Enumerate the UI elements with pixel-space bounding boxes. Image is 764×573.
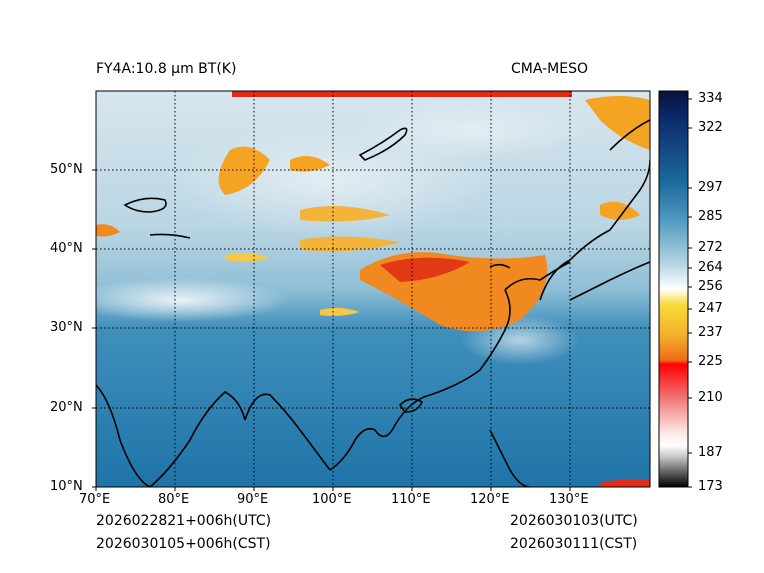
lon-label-120: 120°E (470, 492, 510, 507)
colorbar-label-225: 225 (698, 354, 723, 369)
lon-label-110: 110°E (391, 492, 431, 507)
lat-label-20: 20°N (50, 400, 83, 415)
colorbar-label-264: 264 (698, 260, 723, 275)
valid-time-cst: 2026030111(CST) (510, 536, 638, 552)
colorbar-label-210: 210 (698, 390, 723, 405)
colorbar-label-334: 334 (698, 91, 723, 106)
coastlines (96, 119, 650, 487)
lon-label-130: 130°E (549, 492, 589, 507)
colorbar-label-247: 247 (698, 301, 723, 316)
colorbar-label-297: 297 (698, 180, 723, 195)
colorbar-ticks (688, 98, 692, 488)
cloud-field (96, 91, 650, 487)
colorbar (658, 90, 689, 488)
colorbar-label-272: 272 (698, 240, 723, 255)
lat-label-40: 40°N (50, 241, 83, 256)
init-time-utc: 2026022821+006h(UTC) (96, 513, 272, 529)
colorbar-label-285: 285 (698, 209, 723, 224)
valid-time-utc: 2026030103(UTC) (510, 513, 638, 529)
init-time-cst: 2026030105+006h(CST) (96, 536, 271, 552)
colorbar-label-322: 322 (698, 120, 723, 135)
title-left: FY4A:10.8 µm BT(K) (96, 61, 237, 77)
graticule (96, 91, 650, 487)
lat-label-30: 30°N (50, 320, 83, 335)
colorbar-label-237: 237 (698, 325, 723, 340)
lat-label-10: 10°N (50, 479, 83, 494)
map-frame (95, 90, 651, 488)
colorbar-label-256: 256 (698, 279, 723, 294)
lon-label-100: 100°E (312, 492, 352, 507)
lat-label-50: 50°N (50, 162, 83, 177)
lon-label-80: 80°E (158, 492, 190, 507)
lon-label-90: 90°E (237, 492, 269, 507)
title-right: CMA-MESO (511, 61, 589, 77)
colorbar-label-173: 173 (698, 479, 723, 494)
colorbar-label-187: 187 (698, 445, 723, 460)
lon-label-70: 70°E (79, 492, 111, 507)
axis-ticks (92, 169, 571, 491)
